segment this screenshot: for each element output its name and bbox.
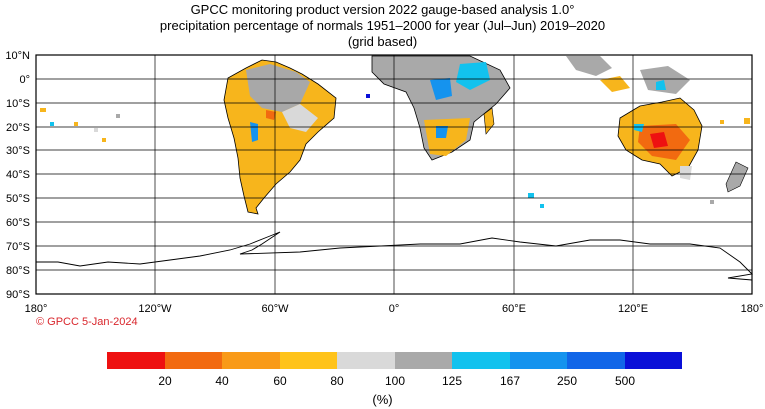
map-frame bbox=[35, 54, 753, 295]
map-title-line3: (grid based) bbox=[347, 34, 418, 49]
colorbar-label: 100 bbox=[384, 374, 406, 388]
lat-label: 60°S bbox=[6, 217, 30, 229]
colorbar-label: 125 bbox=[441, 374, 463, 388]
colorbar-swatch bbox=[625, 352, 682, 369]
lat-label: 70°S bbox=[6, 241, 30, 253]
lat-label: 90°S bbox=[6, 289, 30, 301]
lon-label: 180° bbox=[25, 303, 48, 315]
colorbar-swatch bbox=[395, 352, 452, 369]
colorbar-unit: (%) bbox=[372, 392, 393, 407]
antarctica-coastline bbox=[36, 231, 753, 281]
colorbar-swatch bbox=[337, 352, 395, 369]
lat-label: 10°N bbox=[5, 50, 30, 62]
colorbar-label: 20 bbox=[158, 374, 172, 388]
lat-label: 80°S bbox=[6, 265, 30, 277]
map-title-line1: GPCC monitoring product version 2022 gau… bbox=[190, 2, 575, 17]
colorbar-swatch bbox=[567, 352, 625, 369]
lat-label: 40°S bbox=[6, 169, 30, 181]
south-america-land bbox=[223, 59, 337, 215]
copyright-credit: © GPCC 5-Jan-2024 bbox=[36, 316, 138, 328]
lon-label: 60°E bbox=[502, 303, 526, 315]
lon-labels: 180° 120°W 60°W 0° 60°E 120°E 180° bbox=[25, 303, 764, 315]
lat-label: 0° bbox=[19, 74, 30, 86]
lon-label: 60°W bbox=[261, 303, 289, 315]
colorbar-label: 500 bbox=[614, 374, 636, 388]
colorbar-swatch bbox=[107, 352, 165, 369]
colorbar-label: 80 bbox=[330, 374, 344, 388]
lat-label: 30°S bbox=[6, 145, 30, 157]
lat-labels: 10°N 0° 10°S 20°S 30°S 40°S 50°S 60°S 70… bbox=[5, 50, 30, 301]
precipitation-map: 10°N 0° 10°S 20°S 30°S 40°S 50°S 60°S 70… bbox=[5, 50, 764, 315]
colorbar-swatch bbox=[222, 352, 280, 369]
colorbar-swatch bbox=[165, 352, 222, 369]
lon-label: 120°W bbox=[138, 303, 172, 315]
colorbar-label: 167 bbox=[499, 374, 521, 388]
precip-cells bbox=[40, 55, 750, 215]
graticule bbox=[36, 55, 752, 294]
lat-label: 50°S bbox=[6, 193, 30, 205]
lon-label: 180° bbox=[741, 303, 764, 315]
lat-label: 10°S bbox=[6, 98, 30, 110]
map-title-line2: precipitation percentage of normals 1951… bbox=[159, 18, 606, 33]
lat-label: 20°S bbox=[6, 122, 30, 134]
colorbar-swatch bbox=[280, 352, 337, 369]
colorbar-label: 40 bbox=[215, 374, 229, 388]
colorbar-label: 250 bbox=[556, 374, 578, 388]
lon-label: 0° bbox=[389, 303, 400, 315]
lon-label: 120°E bbox=[618, 303, 648, 315]
colorbar-swatch bbox=[510, 352, 567, 369]
colorbar-swatch bbox=[452, 352, 510, 369]
colorbar-label: 60 bbox=[273, 374, 287, 388]
